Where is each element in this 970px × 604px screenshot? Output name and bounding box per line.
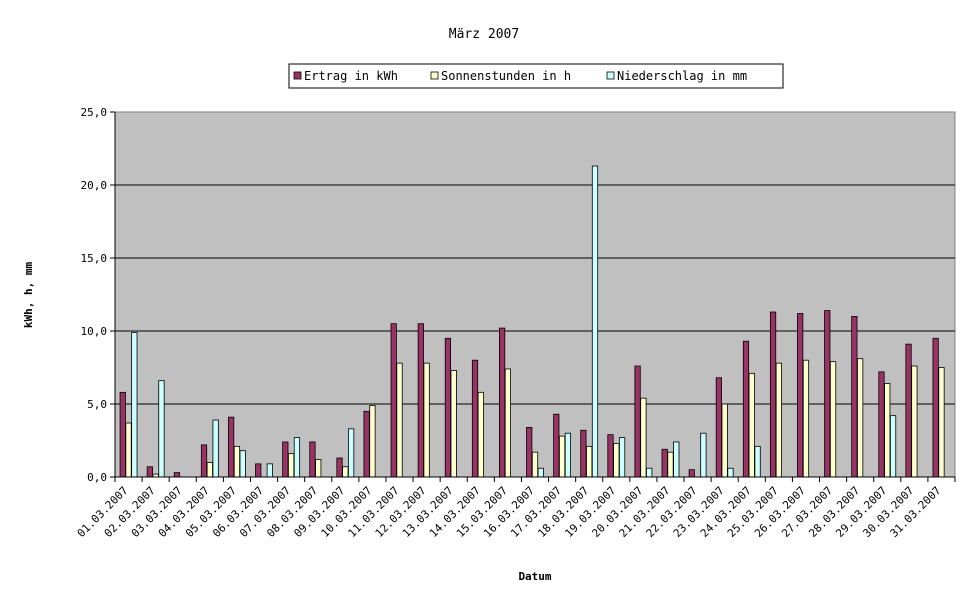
bar [727, 467, 734, 478]
x-axis-label: Datum [518, 570, 551, 583]
bar [802, 359, 810, 478]
bar [618, 437, 626, 478]
gridlines [115, 184, 955, 405]
bar [309, 441, 316, 478]
bar [634, 365, 641, 478]
bar [824, 310, 831, 478]
legend: Ertrag in kWh Sonnenstunden in h Niedersch… [288, 63, 784, 89]
bar [580, 429, 587, 478]
bar [212, 419, 219, 478]
bar [775, 362, 782, 478]
bar [417, 323, 424, 478]
bar [315, 459, 322, 478]
legend-box [288, 63, 784, 89]
bar [131, 332, 138, 478]
bar [200, 444, 208, 478]
bar [228, 416, 235, 478]
bar [932, 337, 939, 478]
bar [158, 380, 165, 478]
bar [363, 410, 370, 478]
y-tick-label: 0,0 [87, 471, 107, 484]
bar [450, 370, 457, 478]
bar [369, 405, 376, 478]
bars [119, 165, 945, 478]
bar [293, 437, 301, 478]
bar [553, 413, 560, 478]
bar [688, 469, 695, 478]
y-tick-label: 20,0 [81, 179, 108, 192]
bar [754, 445, 761, 478]
bar [586, 445, 593, 478]
bar [661, 448, 668, 478]
bar [721, 403, 728, 478]
bar [526, 426, 533, 478]
bar [342, 466, 349, 478]
bar [878, 371, 885, 478]
bar [444, 337, 452, 478]
bar [282, 441, 289, 478]
legend-swatch [293, 71, 302, 80]
bar [206, 461, 213, 478]
bar [640, 397, 647, 478]
y-tick-label: 10,0 [81, 325, 108, 338]
bar [423, 362, 430, 478]
bar [125, 422, 132, 478]
bar [667, 451, 674, 478]
bar [348, 428, 355, 478]
bar [558, 435, 566, 478]
y-axis: 0,0 5,0 10,0 15,0 20,0 25,0 [81, 106, 116, 484]
bar [239, 450, 246, 478]
y-tick-label: 25,0 [81, 106, 108, 119]
bar [471, 359, 479, 478]
bar [700, 432, 707, 478]
legend-label: Sonnenstunden in h [441, 69, 571, 83]
bar [607, 434, 614, 478]
bar [742, 340, 750, 478]
bar [673, 441, 680, 478]
bar [646, 467, 653, 478]
bar [911, 365, 918, 478]
legend-label: Niederschlag in mm [617, 69, 747, 83]
bar [255, 463, 262, 478]
bar [504, 368, 512, 478]
y-axis-label: kWh, h, mm [22, 262, 35, 329]
bar [396, 362, 403, 478]
bar [499, 327, 506, 478]
bar [173, 472, 181, 478]
plot-area [114, 111, 956, 478]
bar [715, 377, 722, 478]
legend-label: Ertrag in kWh [304, 69, 398, 83]
y-tick-label: 15,0 [81, 252, 108, 265]
legend-swatch [430, 71, 439, 80]
bar [146, 466, 153, 478]
bar [537, 467, 544, 478]
bar [769, 311, 777, 478]
bar [884, 383, 891, 478]
legend-swatch [606, 71, 615, 80]
bar [266, 463, 273, 478]
bar [829, 361, 837, 478]
bar [390, 323, 397, 478]
bar [336, 457, 343, 478]
bar [857, 358, 864, 478]
bar [477, 391, 484, 478]
bar [938, 367, 945, 478]
bar [748, 372, 755, 478]
bar [613, 443, 620, 478]
bar [905, 343, 912, 478]
bar [851, 315, 858, 478]
x-axis: 01.03.200702.03.200703.03.200704.03.2007… [75, 476, 956, 540]
bar [797, 313, 804, 478]
bar [591, 165, 599, 478]
bar [119, 391, 126, 478]
bar [288, 453, 295, 478]
bar [233, 445, 241, 478]
y-tick-label: 5,0 [87, 398, 107, 411]
bar [889, 415, 897, 478]
bar [564, 432, 571, 478]
chart-title: März 2007 [449, 27, 519, 42]
bar [531, 451, 539, 478]
